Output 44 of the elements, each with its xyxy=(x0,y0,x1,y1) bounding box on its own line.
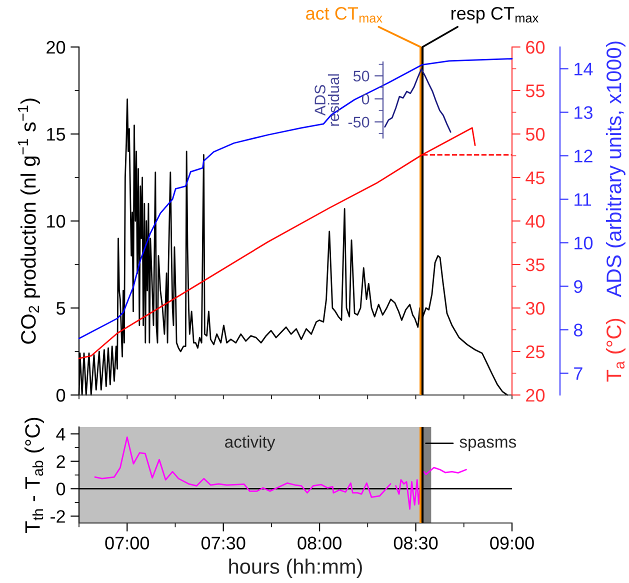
x-tick-label: 08:30 xyxy=(394,536,438,550)
y3-tick-label: 11 xyxy=(574,193,592,206)
y-tick-label: 0 xyxy=(56,388,66,402)
x-tick-label: 08:00 xyxy=(298,536,342,550)
y3-tick-label: 12 xyxy=(574,150,592,162)
y3-tick-label: 10 xyxy=(574,236,593,250)
y3-tick-label: 8 xyxy=(574,324,582,336)
ref-line-label: act CT$_{max}$ xyxy=(306,7,382,23)
x-axis-title: hours (hh:mm) xyxy=(229,558,362,578)
y3-tick-label: 7 xyxy=(574,367,582,380)
x-tick-label: 09:00 xyxy=(490,536,534,550)
y-tick-label: 10 xyxy=(47,214,66,228)
band-label: activity xyxy=(225,436,276,452)
y-axis-title: CO$_{2}$ production (nl g$^{−1}$ s$^{−1}$) xyxy=(18,98,40,344)
y2-tick-label: 30 xyxy=(526,302,545,315)
y2-tick-label: 45 xyxy=(526,172,545,184)
y3-tick-label: 9 xyxy=(574,280,582,293)
x-tick-label: 07:30 xyxy=(201,536,246,550)
y3-tick-label: 14 xyxy=(574,62,593,76)
y-tick-label: 50 xyxy=(353,70,370,82)
ref-line-label: resp CT$_{max}$ xyxy=(452,6,538,24)
y-tick-label: -2 xyxy=(50,510,65,523)
y2-tick-label: 20 xyxy=(526,388,545,402)
x-tick-label: 07:00 xyxy=(105,536,149,550)
y-tick-label: -50 xyxy=(348,116,370,128)
y-tick-label: 20 xyxy=(46,40,66,54)
y3-tick-label: 13 xyxy=(574,106,592,119)
y2-tick-label: 60 xyxy=(526,40,545,54)
band-label: spasms xyxy=(460,438,516,452)
y-tick-label: 15 xyxy=(47,128,66,141)
y-tick-label: 2 xyxy=(56,455,65,468)
y2-tick-label: 40 xyxy=(526,214,545,228)
y3-axis-title: ADS (arbitrary units, x1000) xyxy=(606,42,626,298)
y2-tick-label: 50 xyxy=(526,128,545,141)
y2-tick-label: 55 xyxy=(526,84,545,98)
y2-axis-title: T$_{a}$ (°C) xyxy=(606,318,626,382)
y-tick-label: 4 xyxy=(56,428,66,440)
y2-tick-label: 25 xyxy=(526,345,545,358)
y2-tick-label: 35 xyxy=(526,258,545,272)
y-tick-label: 5 xyxy=(56,302,66,315)
y-axis-title: T$_{th}$ - T$_{ab}$ (°C) xyxy=(24,418,44,533)
y-tick-label: 0 xyxy=(56,482,66,496)
y-axis-title: ADS residual xyxy=(314,74,340,126)
y-tick-label: 0 xyxy=(362,94,370,105)
